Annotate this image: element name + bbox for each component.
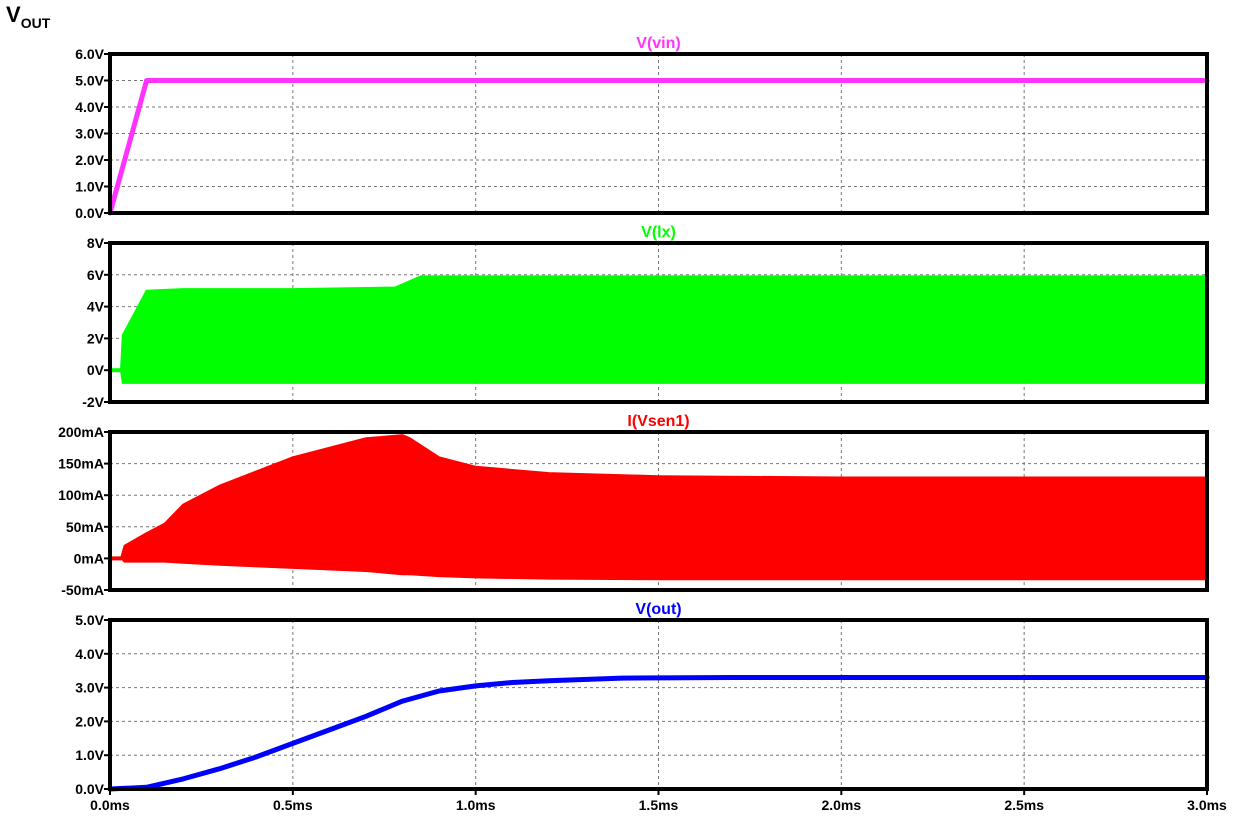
- figure-title-sub: OUT: [20, 15, 51, 31]
- y-tick-label: 4V: [87, 299, 105, 315]
- y-tick-label: 150mA: [58, 456, 104, 472]
- figure-title-main: V: [6, 2, 21, 27]
- y-tick-label: -2V: [82, 394, 104, 410]
- y-tick-label: 2V: [87, 330, 105, 346]
- y-tick-label: -50mA: [61, 582, 104, 598]
- y-tick-label: 0.0V: [75, 205, 104, 221]
- y-tick-label: 5.0V: [75, 73, 104, 89]
- series-line-1: [107, 78, 1210, 216]
- panel-frame-3: [108, 430, 1209, 592]
- panel-title-2: V(lx): [641, 224, 676, 241]
- y-tick-label: 0V: [87, 362, 105, 378]
- y-tick-label: 50mA: [66, 519, 104, 535]
- series-band-2: [110, 275, 1208, 384]
- x-tick-label: 1.0ms: [456, 797, 496, 813]
- panel-title-3: I(Vsen1): [627, 413, 689, 430]
- y-tick-label: 100mA: [58, 487, 104, 503]
- y-tick-label: 3.0V: [75, 126, 104, 142]
- y-tick-label: 6.0V: [75, 46, 104, 62]
- x-tick-label: 1.5ms: [639, 797, 679, 813]
- y-tick-label: 8V: [87, 235, 105, 251]
- y-tick-label: 4.0V: [75, 99, 104, 115]
- y-tick-label: 3.0V: [75, 680, 104, 696]
- x-tick-label: 0.0ms: [90, 797, 130, 813]
- y-tick-label: 200mA: [58, 424, 104, 440]
- x-tick-label: 2.5ms: [1004, 797, 1044, 813]
- series-line-4: [107, 675, 1210, 792]
- x-tick-label: 2.0ms: [821, 797, 861, 813]
- panel-title-4: V(out): [635, 601, 681, 618]
- y-tick-label: 6V: [87, 267, 105, 283]
- y-tick-label: 4.0V: [75, 646, 104, 662]
- y-tick-label: 2.0V: [75, 152, 104, 168]
- y-tick-label: 5.0V: [75, 612, 104, 628]
- x-tick-label: 3.0ms: [1187, 797, 1227, 813]
- y-tick-label: 0.0V: [75, 781, 104, 797]
- y-tick-label: 1.0V: [75, 179, 104, 195]
- y-tick-label: 1.0V: [75, 747, 104, 763]
- panel-title-1: V(vin): [636, 35, 680, 52]
- figure-title: VOUT: [6, 2, 50, 31]
- panel-frame-2: [108, 241, 1209, 404]
- y-tick-label: 0mA: [74, 550, 104, 566]
- y-tick-label: 2.0V: [75, 713, 104, 729]
- x-tick-label: 0.5ms: [273, 797, 313, 813]
